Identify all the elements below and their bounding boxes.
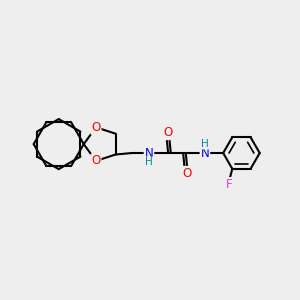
Text: H: H [201, 139, 209, 148]
Text: O: O [91, 121, 101, 134]
Text: N: N [201, 146, 209, 160]
Text: O: O [182, 167, 191, 180]
Text: H: H [145, 158, 153, 167]
Text: N: N [145, 146, 153, 160]
Text: O: O [163, 126, 172, 139]
Text: F: F [226, 178, 233, 191]
Text: O: O [91, 154, 101, 167]
